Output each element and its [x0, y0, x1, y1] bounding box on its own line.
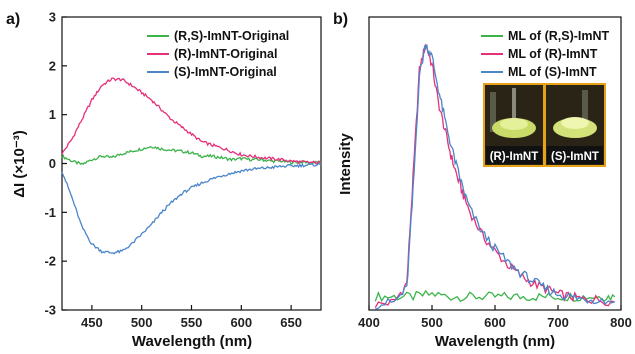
- panel-a-xlabel: Wavelength (nm): [132, 333, 252, 350]
- y-tick-label: -1: [44, 205, 56, 220]
- y-tick-label: 3: [49, 10, 56, 25]
- panel-b-x-ticks: 400 500 600 700 800: [358, 305, 632, 330]
- inset-caption-s: (S)-ImNT: [551, 151, 599, 163]
- x-tick-label: 450: [81, 315, 103, 330]
- panel-a-x-ticks: 450 500 550 600 650: [81, 305, 302, 330]
- x-tick-label: 650: [280, 315, 302, 330]
- x-tick-label: 550: [181, 315, 203, 330]
- legend-entry: ML of (R)-ImNT: [508, 47, 598, 61]
- panel-b-legend: ML of (R,S)-ImNT ML of (R)-ImNT ML of (S)-…: [481, 29, 610, 79]
- y-tick-label: -2: [44, 254, 56, 269]
- y-tick-label: 1: [49, 107, 56, 122]
- inset-photo-s: [544, 83, 606, 167]
- y-tick-label: 0: [49, 156, 56, 171]
- legend-entry: ML of (R,S)-ImNT: [508, 29, 610, 43]
- legend-entry: ML of (S)-ImNT: [508, 65, 597, 79]
- y-tick-label: 2: [49, 58, 56, 73]
- panel-a-chart: -3 -2 -1 0 1 2 3 450 500 550 600 650 (R,S)-ImNT-Or…: [11, 10, 322, 350]
- inset-photo-r: [483, 83, 545, 167]
- series-line: [375, 44, 615, 310]
- x-tick-label: 500: [421, 315, 443, 330]
- panel-a-ylabel: ΔI (×10⁻³): [11, 130, 28, 197]
- x-tick-label: 400: [358, 315, 380, 330]
- inset-caption-r: (R)-ImNT: [490, 151, 539, 163]
- panel-b-ylabel: Intensity: [337, 133, 354, 195]
- panel-b-series: [374, 43, 616, 310]
- x-tick-label: 600: [484, 315, 506, 330]
- x-tick-label: 500: [131, 315, 153, 330]
- series-line: [61, 145, 322, 166]
- panel-b-label: b): [333, 11, 348, 28]
- legend-entry: (R)-ImNT-Original: [174, 47, 277, 61]
- x-tick-label: 600: [230, 315, 252, 330]
- series-line: [374, 289, 616, 303]
- panel-a-legend: (R,S)-ImNT-Original (R)-ImNT-Original (S)-…: [147, 29, 289, 79]
- x-tick-label: 700: [547, 315, 569, 330]
- series-line: [61, 77, 322, 165]
- panel-a-label: a): [6, 11, 20, 28]
- panel-a-series: [61, 77, 322, 255]
- series-line: [61, 162, 322, 255]
- y-tick-label: -3: [44, 303, 56, 318]
- panel-a-y-ticks: -3 -2 -1 0 1 2 3: [44, 10, 67, 318]
- legend-entry: (R,S)-ImNT-Original: [174, 29, 289, 43]
- x-tick-label: 800: [610, 315, 632, 330]
- legend-entry: (S)-ImNT-Original: [174, 65, 277, 79]
- panel-b-xlabel: Wavelength (nm): [435, 333, 555, 350]
